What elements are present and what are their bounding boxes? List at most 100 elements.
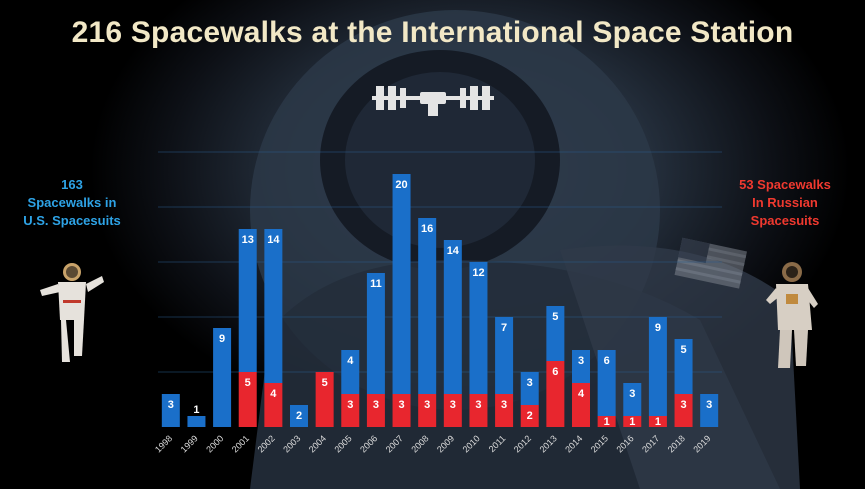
x-tick-label: 2002 <box>256 433 277 454</box>
us-bar-label: 3 <box>706 399 712 411</box>
x-tick-label: 2005 <box>332 433 353 454</box>
russian-bar-label: 3 <box>475 399 481 411</box>
russian-bar-label: 1 <box>604 416 610 428</box>
us-bar <box>187 416 206 427</box>
us-spacesuits-label-line: Spacewalks in <box>27 195 117 210</box>
x-tick-label: 2016 <box>614 433 635 454</box>
russian-bar-label: 3 <box>450 399 456 411</box>
x-tick-label: 2001 <box>230 433 251 454</box>
us-bar-label: 5 <box>680 344 686 356</box>
us-bar-label: 3 <box>578 355 584 367</box>
us-bar <box>495 317 514 394</box>
russian-bar-label: 3 <box>424 399 430 411</box>
us-bar-label: 3 <box>168 399 174 411</box>
russian-bar-label: 6 <box>552 366 558 378</box>
us-astronaut-icon <box>40 263 104 362</box>
x-tick-label: 2014 <box>563 433 584 454</box>
us-bar <box>238 229 257 372</box>
russian-bar-label: 3 <box>398 399 404 411</box>
us-bar <box>418 218 437 394</box>
us-bar <box>161 394 180 427</box>
us-bar <box>520 372 539 405</box>
x-tick-label: 2013 <box>538 433 559 454</box>
x-tick-label: 2010 <box>461 433 482 454</box>
russian-bar <box>648 416 667 427</box>
us-bar-label: 5 <box>552 311 558 323</box>
russian-bar-label: 1 <box>629 416 635 428</box>
us-bar-label: 1 <box>193 404 199 416</box>
us-bar-label: 13 <box>242 234 254 246</box>
us-bar <box>392 174 411 394</box>
us-bar <box>674 339 693 394</box>
us-bar-label: 7 <box>501 322 507 334</box>
russian-bar <box>623 416 642 427</box>
russian-bar-label: 4 <box>270 388 277 400</box>
x-tick-label: 2015 <box>589 433 610 454</box>
x-tick-label: 2008 <box>409 433 430 454</box>
russian-spacesuits-label-line: In Russian <box>752 195 818 210</box>
x-tick-label: 1998 <box>153 433 174 454</box>
us-bar <box>469 262 488 394</box>
x-tick-label: 2018 <box>666 433 687 454</box>
x-tick-label: 2006 <box>358 433 379 454</box>
russian-bar <box>238 372 257 427</box>
iss-icon <box>372 86 494 116</box>
us-bar <box>366 273 385 394</box>
us-bar-label: 14 <box>267 234 280 246</box>
x-tick-label: 2017 <box>640 433 661 454</box>
russian-bar <box>495 394 514 427</box>
us-spacesuits-label-line: U.S. Spacesuits <box>23 213 121 228</box>
us-spacesuits-label-line: 163 <box>61 177 83 192</box>
russian-bar <box>546 361 565 427</box>
us-bar <box>264 229 283 383</box>
russian-bar-label: 3 <box>501 399 507 411</box>
us-bar <box>572 350 590 383</box>
russian-spacesuits-label-line: Spacesuits <box>750 213 820 228</box>
us-bar-label: 6 <box>604 355 610 367</box>
us-bar <box>623 383 642 416</box>
us-bar <box>700 394 719 427</box>
russian-bar-label: 1 <box>655 416 661 428</box>
us-flag-icon <box>674 237 747 289</box>
russian-bar <box>366 394 385 427</box>
russian-bar-label: 3 <box>373 399 379 411</box>
russian-bar-label: 3 <box>347 399 353 411</box>
x-tick-label: 2012 <box>512 433 533 454</box>
us-bar-label: 3 <box>629 388 635 400</box>
us-bar <box>213 328 232 427</box>
x-tick-label: 2019 <box>691 433 712 454</box>
russian-bar-label: 4 <box>578 388 585 400</box>
us-bar-label: 2 <box>296 410 302 422</box>
us-bar <box>341 350 360 394</box>
us-bar-label: 20 <box>395 179 407 191</box>
x-tick-label: 2000 <box>204 433 225 454</box>
x-tick-label: 2004 <box>307 433 328 454</box>
russian-cosmonaut-icon <box>766 262 818 368</box>
us-bar-label: 11 <box>370 278 382 290</box>
chart-title: 216 Spacewalks at the International Spac… <box>71 16 794 49</box>
russian-spacesuits-label-line: 53 Spacewalks <box>739 177 831 192</box>
x-tick-label: 2011 <box>487 433 508 454</box>
russian-bar <box>469 394 488 427</box>
x-tick-label: 2007 <box>384 433 405 454</box>
russian-bar-label: 5 <box>322 377 328 389</box>
us-bar-label: 12 <box>472 267 484 279</box>
us-bar <box>443 240 462 394</box>
us-bar <box>597 350 616 416</box>
us-bar-label: 16 <box>421 223 433 235</box>
russian-spacesuits-label: 53 Spacewalks In Russian Spacesuits <box>720 176 850 230</box>
us-bar <box>546 306 565 361</box>
us-bar-label: 9 <box>655 322 661 334</box>
russian-bar <box>315 372 334 427</box>
russian-bar <box>418 394 437 427</box>
russian-bar <box>572 383 590 427</box>
russian-bar <box>264 383 283 427</box>
russian-bar <box>674 394 693 427</box>
russian-bar <box>341 394 360 427</box>
russian-bar-label: 5 <box>245 377 251 389</box>
grid-lines <box>158 151 722 373</box>
bars-layer: 3 195134142534311320316314312372365431613… <box>161 174 719 428</box>
russian-bar <box>443 394 462 427</box>
x-tick-label: 2003 <box>281 433 302 454</box>
